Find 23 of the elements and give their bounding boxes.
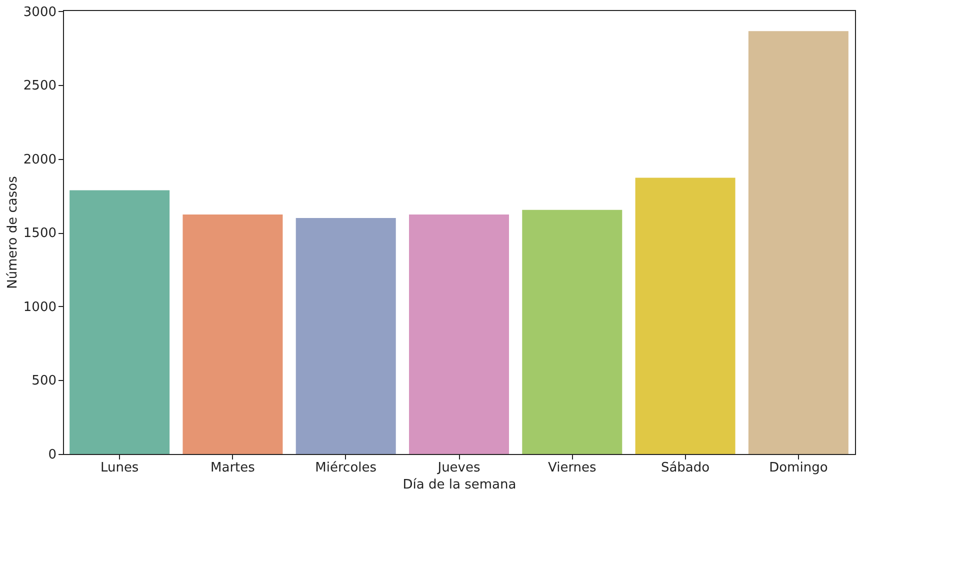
y-tick-label: 0 — [48, 448, 56, 462]
y-tick-label: 3000 — [23, 4, 56, 20]
y-axis-title: Número de casos — [5, 176, 20, 289]
x-tick-label: Martes — [210, 460, 256, 476]
x-tick-label: Sábado — [660, 460, 710, 476]
bar — [409, 214, 509, 454]
x-axis-title: Día de la semana — [402, 478, 516, 492]
x-tick-label: Jueves — [436, 460, 480, 476]
bar — [522, 210, 622, 454]
bar — [296, 218, 396, 454]
y-tick-label: 2000 — [23, 152, 56, 168]
x-tick-label: Lunes — [100, 460, 139, 476]
bar — [70, 190, 170, 454]
x-tick-label: Domingo — [769, 460, 828, 476]
y-tick-label: 1500 — [23, 226, 56, 242]
x-tick-label: Miércoles — [315, 460, 377, 476]
bar — [748, 31, 848, 454]
y-tick-label: 1000 — [23, 300, 56, 315]
y-tick-label: 500 — [32, 374, 56, 389]
bar — [635, 178, 736, 454]
x-tick-label: Viernes — [548, 460, 597, 476]
bar — [182, 214, 283, 454]
y-tick-label: 2500 — [23, 78, 56, 94]
